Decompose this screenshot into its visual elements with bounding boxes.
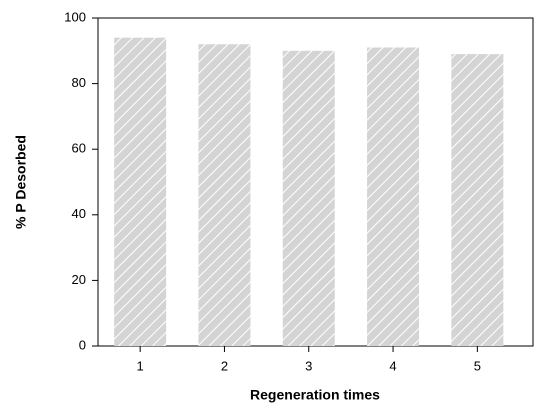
y-tick-label: 60 xyxy=(72,141,86,156)
bar xyxy=(198,44,251,347)
bar xyxy=(367,47,420,347)
x-tick-label: 2 xyxy=(221,358,228,373)
bar xyxy=(282,50,335,347)
y-tick-label: 0 xyxy=(79,337,86,352)
bar xyxy=(114,37,167,347)
y-tick-label: 40 xyxy=(72,206,86,221)
y-tick-label: 20 xyxy=(72,272,86,287)
x-tick-label: 4 xyxy=(389,358,396,373)
x-axis-title: Regeneration times xyxy=(250,387,380,403)
x-tick-label: 3 xyxy=(305,358,312,373)
y-tick-label: 80 xyxy=(72,75,86,90)
x-tick-label: 5 xyxy=(474,358,481,373)
bar xyxy=(451,54,504,347)
y-axis-title: % P Desorbed xyxy=(13,135,29,229)
x-tick-label: 1 xyxy=(137,358,144,373)
y-tick-label: 100 xyxy=(64,9,86,24)
